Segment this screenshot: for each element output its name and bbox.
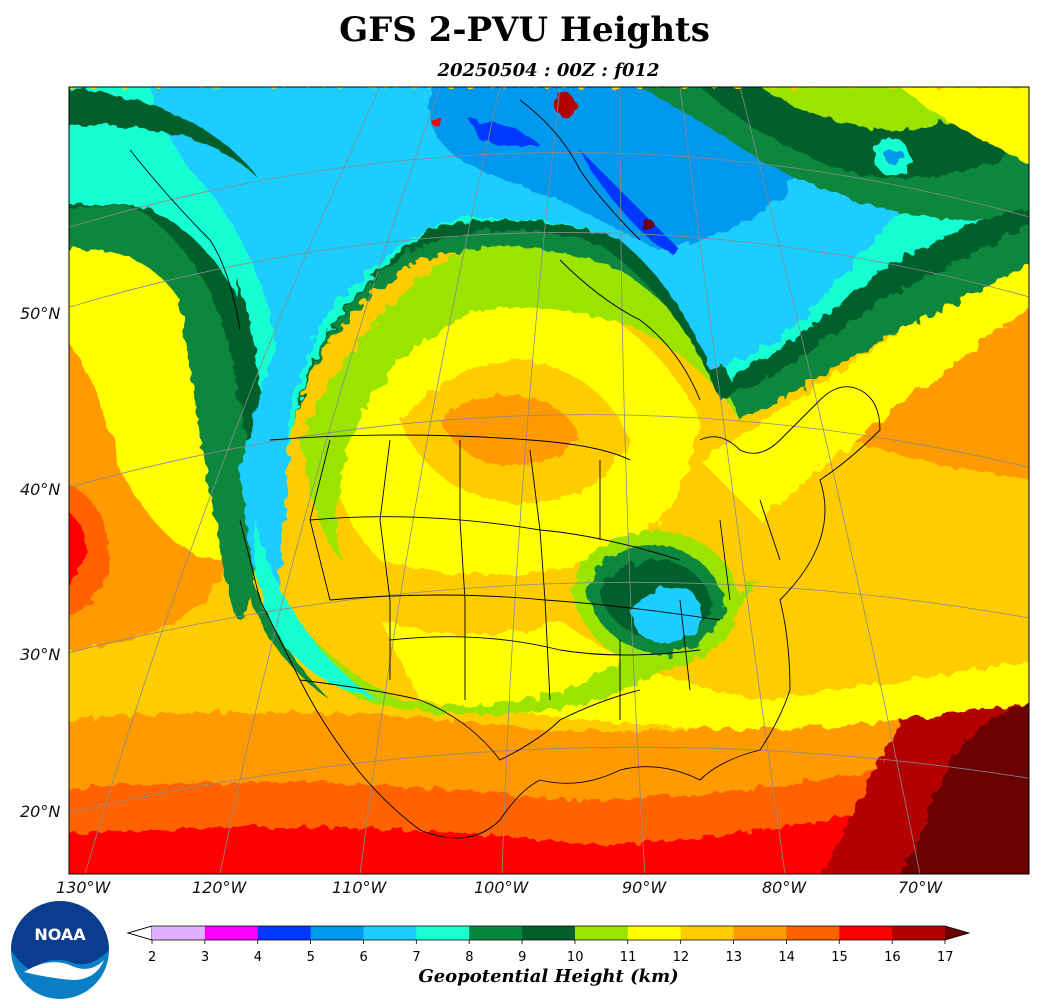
colorbar-swatch xyxy=(627,926,682,940)
colorbar-tick-label: 14 xyxy=(778,950,795,965)
lat-line-40 xyxy=(69,414,1029,488)
colorbar-tick-label: 17 xyxy=(937,950,954,965)
map-frame xyxy=(68,86,1030,875)
colorbar-swatch xyxy=(574,926,629,940)
logo-text: NOAA xyxy=(34,925,86,944)
lon-label-90: 90°W xyxy=(622,878,667,897)
page-title: GFS 2-PVU Heights xyxy=(339,10,710,50)
colorbar-tick-label: 12 xyxy=(672,950,690,965)
colorbar-swatch xyxy=(257,926,312,940)
colorbar-tick-label: 6 xyxy=(359,950,368,965)
colorbar-swatch xyxy=(522,926,576,940)
lon-line-80 xyxy=(679,87,786,874)
colorbar-tick-label: 13 xyxy=(725,950,743,965)
colorbar-swatch xyxy=(416,926,470,940)
lon-label-70: 70°W xyxy=(898,878,943,897)
lon-line-90 xyxy=(619,87,646,874)
lon-label-110: 110°W xyxy=(332,878,387,897)
colorbar-tick-label: 5 xyxy=(306,950,315,965)
lat-label-30: 30°N xyxy=(20,645,61,664)
lat-label-40: 40°N xyxy=(20,480,61,499)
colorbar-extend-max xyxy=(945,926,969,940)
us-mexico-border xyxy=(299,679,641,761)
colorbar-swatch xyxy=(839,926,893,940)
colorbar-extend-min xyxy=(126,925,153,941)
colorbar-tick-label: 4 xyxy=(253,950,262,965)
colorbar-swatch xyxy=(469,926,523,940)
colorbar-tick-label: 3 xyxy=(200,950,210,965)
colorbar-swatch xyxy=(680,926,735,940)
colorbar-swatch xyxy=(152,926,206,940)
colorbar-tick-label: 9 xyxy=(518,950,527,965)
colorbar-tick-label: 7 xyxy=(412,950,421,965)
lat-line-20 xyxy=(69,746,1029,814)
lon-line-120 xyxy=(219,87,441,874)
colorbar-label: Geopotential Height (km) xyxy=(418,966,679,987)
colorbar-swatch xyxy=(786,926,840,940)
colorbar xyxy=(126,925,971,944)
colorbar-tick-label: 8 xyxy=(465,950,474,965)
lon-label-120: 120°W xyxy=(192,878,247,897)
lat-line-30 xyxy=(69,581,1029,654)
colorbar-swatch xyxy=(733,926,787,940)
height-field xyxy=(69,87,1029,874)
lon-label-80: 80°W xyxy=(762,878,807,897)
lon-line-110 xyxy=(359,87,501,874)
lon-line-130 xyxy=(84,87,381,874)
page-subtitle: 20250504 : 00Z : f012 xyxy=(437,60,660,81)
colorbar-swatch xyxy=(310,926,364,940)
borders xyxy=(129,99,881,839)
lat-line-50 xyxy=(69,232,1029,308)
colorbar-tick-label: 10 xyxy=(566,950,584,965)
colorbar-tick-label: 2 xyxy=(148,950,157,965)
lon-label-100: 100°W xyxy=(474,878,529,897)
colorbar-tick-label: 16 xyxy=(884,950,901,965)
lon-line-100 xyxy=(501,87,561,874)
lon-line-70 xyxy=(739,87,921,874)
colorbar-tick-label: 15 xyxy=(831,950,848,965)
lat-label-20: 20°N xyxy=(20,802,61,821)
lat-label-50: 50°N xyxy=(20,304,61,323)
noaa-logo-icon: NOAA xyxy=(11,901,109,999)
graticule xyxy=(69,87,1029,874)
colorbar-swatch xyxy=(204,926,259,940)
colorbar-swatch xyxy=(892,926,946,940)
coastline xyxy=(239,386,881,839)
us-canada-border xyxy=(269,434,631,461)
colorbar-tick-label: 11 xyxy=(619,950,637,965)
lon-label-130: 130°W xyxy=(56,878,111,897)
colorbar-swatch xyxy=(363,926,417,940)
